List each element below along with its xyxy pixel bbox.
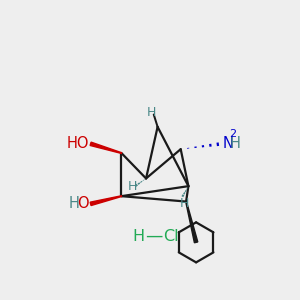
Text: H: H <box>230 136 241 151</box>
Text: H: H <box>128 180 137 193</box>
Polygon shape <box>90 142 122 153</box>
Text: O: O <box>77 196 89 211</box>
Text: H: H <box>69 196 80 211</box>
Polygon shape <box>186 202 198 243</box>
Polygon shape <box>90 196 122 206</box>
Text: HO: HO <box>67 136 89 151</box>
Text: N: N <box>223 136 234 151</box>
Text: H: H <box>147 106 156 119</box>
Text: Cl: Cl <box>163 229 178 244</box>
Text: H: H <box>180 196 189 210</box>
Text: 2: 2 <box>229 129 236 139</box>
Text: H: H <box>132 229 145 244</box>
Text: —: — <box>145 227 162 245</box>
